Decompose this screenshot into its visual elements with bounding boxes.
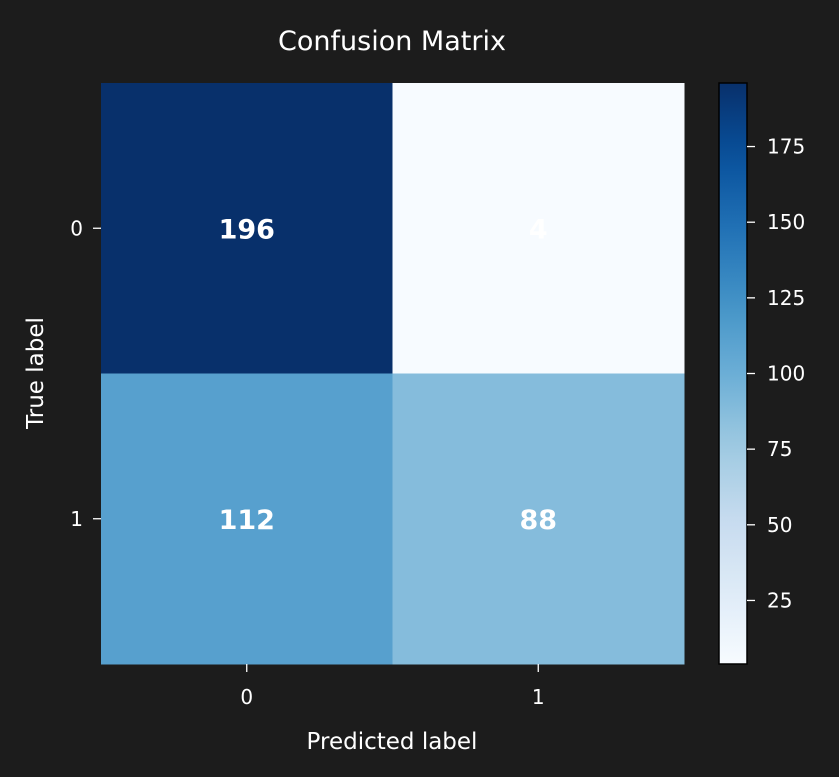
colorbar-tick-label: 100 — [767, 362, 805, 386]
y-axis-label: True label — [23, 317, 49, 430]
colorbar-tick-label: 25 — [767, 588, 792, 612]
x-tick-label: 1 — [532, 685, 545, 709]
heatmap-cells — [101, 83, 685, 665]
cell-value-label: 112 — [219, 505, 275, 536]
colorbar-tick-label: 125 — [767, 286, 805, 310]
heatmap-cell-labels: 196 4 112 88 — [219, 214, 557, 536]
cell-value-label: 88 — [519, 505, 557, 536]
colorbar-ticks: 25 50 75 100 125 150 175 — [747, 135, 805, 612]
x-axis-label: Predicted label — [307, 729, 478, 755]
y-axis-ticks: 01 — [70, 216, 101, 531]
colorbar-tick-label: 175 — [767, 135, 805, 159]
cell-value-label: 196 — [219, 214, 275, 245]
y-tick-label: 1 — [70, 507, 83, 531]
heatmap-cell — [392, 83, 685, 374]
colorbar-tick-label: 75 — [767, 437, 792, 461]
x-tick-label: 0 — [240, 685, 253, 709]
y-tick-label: 0 — [70, 216, 83, 240]
colorbar-tick-label: 150 — [767, 210, 805, 234]
colorbar-tick-label: 50 — [767, 513, 792, 537]
heatmap-cell — [101, 373, 393, 665]
heatmap-cell — [101, 83, 393, 374]
colorbar — [718, 82, 748, 665]
chart-title: Confusion Matrix — [278, 26, 506, 57]
cell-value-label: 4 — [529, 214, 548, 245]
heatmap-cell — [392, 373, 685, 665]
